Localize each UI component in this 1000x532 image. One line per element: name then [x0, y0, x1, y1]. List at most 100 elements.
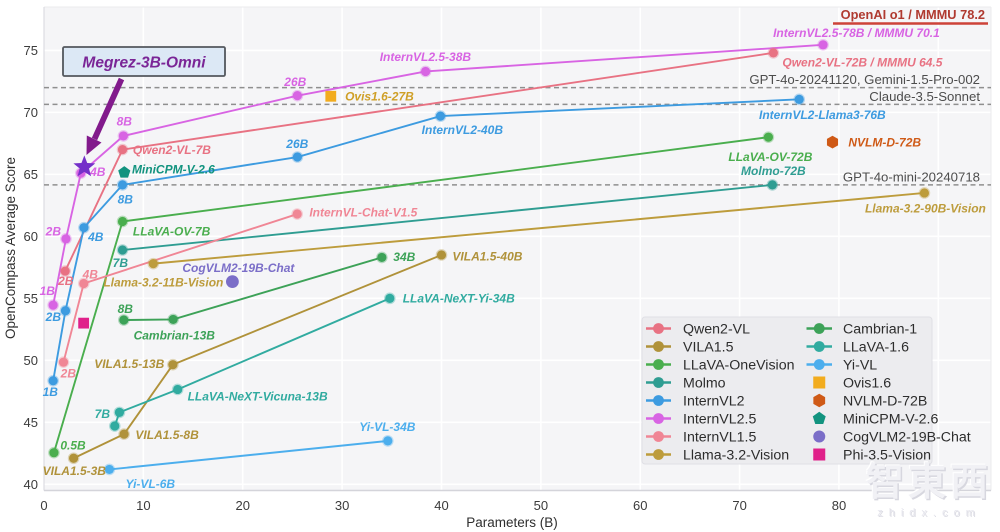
- x-tick-label-0: 0: [40, 498, 47, 513]
- point-internvl2-6[interactable]: [793, 93, 806, 106]
- point-internvl2-3[interactable]: [116, 179, 129, 191]
- legend-cogvlm2-19b-chat-marker[interactable]: [813, 430, 826, 443]
- annotation-llava-next-yi-34b-28: LLaVA-NeXT-Yi-34B: [403, 292, 515, 306]
- highlight-arrow-head: [86, 135, 102, 155]
- annotation-1b-0: 1B: [40, 284, 56, 298]
- point-internvl2-5-4[interactable]: [291, 89, 304, 102]
- point-yi-vl-0[interactable]: [103, 463, 116, 476]
- legend-molmo-marker[interactable]: [653, 377, 664, 388]
- point-internvl2-1[interactable]: [59, 304, 72, 317]
- legend-qwen2-vl-marker[interactable]: [653, 323, 664, 334]
- legend-llava-onevision-marker[interactable]: [653, 359, 664, 370]
- point-vila1-5-2[interactable]: [167, 358, 179, 371]
- marker-cogvlm2-19b-chat[interactable]: [226, 275, 239, 289]
- marker-ovis1-6-27b[interactable]: [325, 90, 337, 102]
- legend-ovis1-6-marker[interactable]: [813, 376, 826, 389]
- legend-internvl2-marker[interactable]: [653, 395, 664, 406]
- legend-minicpm-v-2-6-marker[interactable]: [812, 411, 826, 424]
- point-llava-onevision-0[interactable]: [48, 446, 60, 459]
- annotation-internvl2-5-78b-mmmu-70-1-6: InternVL2.5-78B / MMMU 70.1: [773, 26, 940, 40]
- point-internvl2-5-5[interactable]: [419, 65, 432, 78]
- marker-phi-3-5-vision[interactable]: [78, 317, 90, 329]
- legend-phi-3-5-vision-marker[interactable]: [813, 448, 826, 461]
- legend-vila1-5-marker[interactable]: [653, 341, 664, 352]
- point-llava-1-6-0[interactable]: [108, 420, 121, 432]
- ref-label-claude-3-5-sonnet: Claude-3.5-Sonnet: [869, 89, 980, 104]
- legend-internvl2-label: InternVL2: [683, 394, 745, 410]
- legend-ovis1-6-label: Ovis1.6: [843, 376, 891, 392]
- legend-internvl2-5-marker[interactable]: [653, 413, 664, 424]
- point-cambrian-1-2[interactable]: [376, 251, 388, 264]
- x-tick-label-70: 70: [732, 498, 746, 513]
- point-internvl2-5-1[interactable]: [60, 233, 72, 245]
- annotation-yi-vl-6b-35: Yi-VL-6B: [126, 477, 176, 491]
- annotation-26b-4: 26B: [283, 75, 306, 89]
- point-vila1-5-1[interactable]: [118, 428, 130, 440]
- legend-cambrian-1-marker[interactable]: [813, 323, 825, 334]
- point-llama-3-2-vision-1[interactable]: [918, 187, 931, 199]
- point-qwen2-vl-0[interactable]: [59, 265, 71, 277]
- x-tick-label-40: 40: [434, 498, 448, 513]
- point-yi-vl-1[interactable]: [382, 435, 394, 447]
- y-tick-label-75: 75: [24, 43, 38, 58]
- point-llava-1-6-3[interactable]: [384, 292, 396, 305]
- point-llama-3-2-vision-0[interactable]: [147, 257, 160, 270]
- annotation-8b-3: 8B: [117, 114, 133, 128]
- point-internvl1-5-1[interactable]: [77, 277, 90, 290]
- x-tick-label-60: 60: [633, 498, 647, 513]
- y-tick-label-55: 55: [24, 291, 38, 306]
- annotation-4b-41: 4B: [82, 267, 99, 281]
- reference-note: OpenAI o1 / MMMU 78.2: [841, 7, 985, 22]
- point-internvl2-0[interactable]: [47, 374, 59, 387]
- point-molmo-1[interactable]: [766, 179, 779, 191]
- annotation-8b-11: 8B: [118, 192, 134, 206]
- point-cambrian-1-0[interactable]: [117, 314, 130, 326]
- point-internvl2-4[interactable]: [291, 151, 304, 163]
- annotation-cogvlm2-19b-chat-23: CogVLM2-19B-Chat: [182, 261, 295, 275]
- ref-label-gpt-4o-20241120-gemini-1-5-pro-002: GPT-4o-20241120, Gemini-1.5-Pro-002: [749, 72, 980, 87]
- marker-nvlm-d-72b[interactable]: [826, 135, 839, 149]
- point-qwen2-vl-1[interactable]: [116, 143, 129, 156]
- annotation-2b-1: 2B: [45, 225, 62, 239]
- point-cambrian-1-1[interactable]: [167, 313, 179, 326]
- point-vila1-5-3[interactable]: [435, 249, 448, 261]
- legend-qwen2-vl-label: Qwen2-VL: [683, 322, 750, 338]
- point-vila1-5-0[interactable]: [67, 452, 80, 465]
- highlight-callout-box: [62, 46, 226, 77]
- legend-internvl2-5-label: InternVL2.5: [683, 412, 756, 428]
- point-internvl2-5-3[interactable]: [117, 130, 130, 142]
- point-internvl2-5-0[interactable]: [47, 299, 59, 311]
- point-llava-onevision-2[interactable]: [762, 131, 775, 143]
- point-qwen2-vl-2[interactable]: [767, 47, 780, 59]
- annotation-qwen2-vl-72b-mmmu-64-5-7: Qwen2-VL-72B / MMMU 64.5: [782, 55, 942, 69]
- y-tick-label-70: 70: [24, 105, 38, 120]
- legend-internvl1-5-marker[interactable]: [653, 431, 664, 442]
- ref-label-gpt-4o-mini-20240718: GPT-4o-mini-20240718: [843, 169, 980, 184]
- point-llava-1-6-2[interactable]: [171, 383, 184, 396]
- series-line-yi-vl: [109, 439, 388, 471]
- y-tick-label-45: 45: [24, 415, 38, 430]
- point-molmo-0[interactable]: [116, 244, 129, 256]
- annotation-llama-3-2-11b-vision-22: Llama-3.2-11B-Vision: [103, 275, 223, 289]
- legend-yi-vl-marker[interactable]: [813, 359, 825, 370]
- marker-minicpm-v-2-6[interactable]: [118, 166, 131, 178]
- highlight-star[interactable]: [73, 155, 96, 177]
- y-tick-label-65: 65: [24, 167, 38, 182]
- legend-vila1-5-label: VILA1.5: [683, 340, 734, 356]
- point-internvl2-2[interactable]: [78, 221, 90, 234]
- annotation-qwen2-vl-7b-8: Qwen2-VL-7B: [133, 143, 211, 157]
- point-llava-1-6-1[interactable]: [113, 406, 126, 419]
- point-internvl1-5-0[interactable]: [57, 356, 70, 368]
- point-internvl1-5-2[interactable]: [291, 208, 303, 220]
- legend-llava-1-6-marker[interactable]: [813, 341, 825, 352]
- point-llava-onevision-1[interactable]: [116, 215, 129, 228]
- annotation-nvlm-d-72b-18: NVLM-D-72B: [848, 135, 921, 149]
- legend-nvlm-d-72b-label: NVLM-D-72B: [843, 394, 927, 410]
- legend-llama-3-2-vision-marker[interactable]: [653, 449, 664, 460]
- legend-nvlm-d-72b-marker[interactable]: [813, 393, 826, 408]
- point-internvl2-5-6[interactable]: [817, 39, 829, 51]
- point-internvl2-5[interactable]: [434, 110, 447, 122]
- x-tick-label-50: 50: [534, 498, 548, 513]
- series-line-molmo: [122, 183, 773, 251]
